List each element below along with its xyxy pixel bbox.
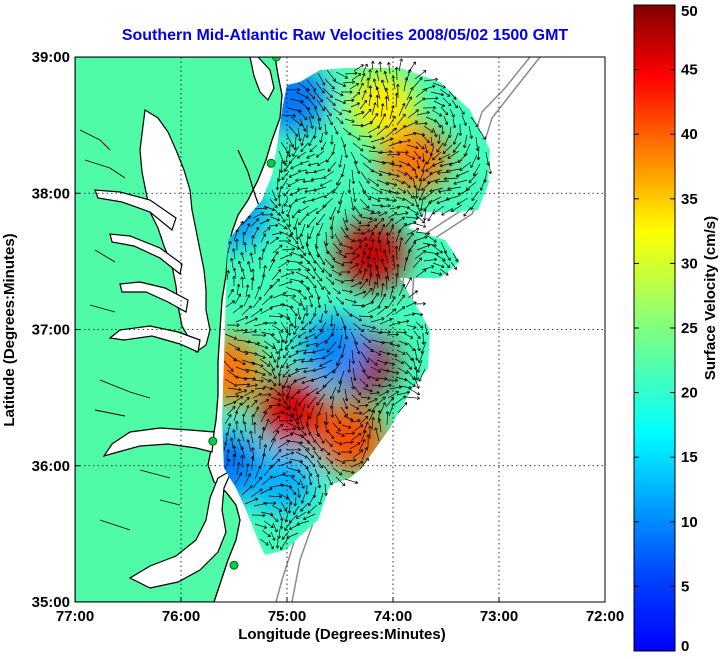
y-tick-label: 39:00 [32, 49, 70, 66]
radar-station-marker [229, 560, 239, 570]
pamlico-sound [128, 468, 234, 589]
colorbar-tick-label: 5 [681, 578, 689, 595]
colorbar-tick-label: 35 [681, 191, 698, 208]
radar-station-marker [266, 158, 276, 168]
potomac-river [94, 189, 177, 232]
radar-station-marker [271, 57, 281, 62]
colorbar-tick-label: 10 [681, 514, 698, 531]
colorbar-tick-label: 25 [681, 320, 698, 337]
chesapeake-bay [139, 109, 211, 353]
y-tick-label: 38:00 [32, 185, 70, 202]
delaware-bay [249, 57, 275, 102]
x-tick-label: 75:00 [268, 608, 306, 625]
radar-stations [208, 57, 281, 570]
james-river [108, 325, 201, 353]
colorbar-label: Surface Velocity (cm/s) [702, 216, 719, 380]
x-axis-label: Longitude (Degrees:Minutes) [238, 626, 446, 643]
colorbar-tick-label: 0 [681, 638, 689, 655]
y-axis: 35:00 36:00 37:00 38:00 39:00 [32, 49, 80, 611]
colorbar-ticks: 0 5 10 15 20 25 30 35 40 45 50 [634, 3, 698, 655]
colorbar-tick-label: 45 [681, 62, 698, 79]
velocity-vectors [223, 58, 493, 550]
colorbar-tick-label: 20 [681, 385, 698, 402]
colorbar-gradient [633, 4, 676, 652]
x-tick-label: 76:00 [162, 608, 200, 625]
y-tick-label: 35:00 [32, 594, 70, 611]
velocity-hotspot [316, 404, 385, 473]
radar-station-marker [208, 436, 218, 446]
colorbar-tick-label: 40 [681, 126, 698, 143]
x-tick-label: 74:00 [374, 608, 412, 625]
y-axis-label: Latitude (Degrees:Minutes) [1, 233, 18, 426]
velocity-hotspot [337, 220, 406, 289]
y-tick-label: 36:00 [32, 458, 70, 475]
plot-area [74, 56, 606, 603]
grid [75, 57, 605, 602]
x-tick-label: 77:00 [56, 608, 94, 625]
colorbar-tick-label: 30 [681, 255, 698, 272]
colorbar: 0 5 10 15 20 25 30 35 40 45 50 Surface Velocity (c… [633, 3, 719, 655]
rappahannock-river [109, 233, 183, 276]
x-axis: 77:00 76:00 75:00 74:00 73:00 72:00 [56, 597, 624, 625]
x-tick-label: 72:00 [586, 608, 624, 625]
colorbar-tick-label: 15 [681, 449, 698, 466]
chart-title: Southern Mid-Atlantic Raw Velocities 200… [122, 27, 569, 44]
colorbar-tick-label: 50 [681, 3, 698, 20]
york-river [119, 281, 189, 313]
velocity-hotspot [258, 377, 327, 446]
x-tick-label: 73:00 [480, 608, 518, 625]
coastal-inlets [79, 129, 181, 531]
albemarle-sound [102, 427, 215, 458]
y-tick-label: 37:00 [32, 322, 70, 339]
velocity-arrow-field [223, 58, 493, 550]
